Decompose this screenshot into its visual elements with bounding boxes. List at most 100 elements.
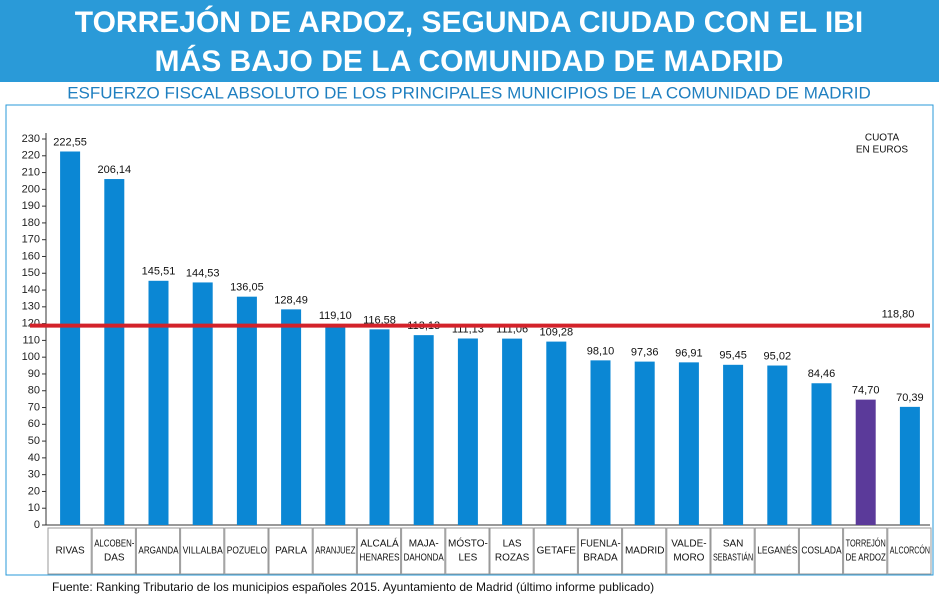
x-tick-label: ALCALÁ	[360, 537, 399, 550]
bar	[148, 280, 169, 525]
y-tick-label: 10	[28, 502, 40, 514]
header-band	[0, 0, 939, 82]
x-tick-label: MÓSTO-	[448, 537, 488, 550]
x-tick-label: BRADA	[583, 553, 618, 564]
y-tick-label: 220	[22, 150, 40, 162]
category-box	[754, 527, 799, 575]
value-label: 74,70	[852, 385, 880, 397]
x-tick-label: LAS	[503, 539, 522, 550]
x-tick-label: SEBASTIÁN	[713, 551, 753, 564]
category-box	[312, 527, 357, 575]
unit-label: EN EUROS	[856, 145, 909, 156]
x-tick-label: ARGANDA	[138, 546, 178, 557]
bar	[634, 361, 655, 525]
unit-label: CUOTA	[865, 133, 900, 144]
subtitle: ESFUERZO FISCAL ABSOLUTO DE LOS PRINCIPA…	[67, 83, 871, 102]
category-box	[401, 527, 446, 575]
x-tick-label: LEGANÉS	[757, 544, 797, 557]
bar	[60, 151, 81, 525]
category-box	[91, 527, 136, 575]
x-tick-label: TORREJÓN	[846, 537, 886, 550]
y-tick-label: 50	[28, 435, 40, 447]
x-tick-label: MORO	[673, 553, 704, 564]
category-box	[135, 527, 181, 575]
chart-title: TORREJÓN DE ARDOZ, SEGUNDA CIUDAD CON EL…	[75, 5, 863, 39]
x-tick-label: ALCOBEN-	[94, 539, 134, 550]
x-tick-label: ROZAS	[495, 553, 530, 564]
y-tick-label: 20	[28, 485, 40, 497]
x-tick-label: SAN	[723, 539, 744, 550]
y-tick-label: 170	[22, 234, 40, 246]
y-tick-label: 160	[22, 250, 40, 262]
bar	[325, 325, 346, 525]
x-tick-label: PARLA	[275, 546, 307, 557]
category-box	[445, 527, 490, 575]
category-box	[887, 527, 932, 575]
y-tick-label: 60	[28, 418, 40, 430]
category-box	[798, 527, 844, 575]
y-tick-label: 100	[22, 351, 40, 363]
bar	[236, 296, 257, 525]
y-tick-label: 30	[28, 469, 40, 481]
x-tick-label: COSLADA	[801, 546, 841, 557]
category-box	[180, 527, 225, 575]
bar	[723, 364, 744, 525]
category-box	[577, 527, 623, 575]
value-label: 136,05	[230, 282, 264, 294]
x-tick-label: LES	[458, 553, 477, 564]
x-tick-label: FUENLA-	[580, 539, 620, 550]
y-tick-label: 70	[28, 401, 40, 413]
y-tick-label: 200	[22, 183, 40, 195]
bar	[855, 399, 876, 525]
y-tick-label: 90	[28, 368, 40, 380]
y-tick-label: 180	[22, 217, 40, 229]
bar	[502, 338, 523, 525]
y-tick-label: 120	[22, 318, 40, 330]
category-box	[666, 527, 711, 575]
y-tick-label: 150	[22, 267, 40, 279]
category-box	[47, 527, 92, 575]
category-box	[533, 527, 578, 575]
value-label: 97,36	[631, 347, 659, 359]
y-tick-label: 0	[34, 519, 40, 531]
x-tick-label: GETAFE	[537, 546, 577, 557]
category-box	[224, 527, 269, 575]
bar	[192, 282, 213, 525]
value-label: 95,02	[764, 350, 792, 362]
bar	[767, 365, 788, 525]
x-tick-label: POZUELO	[227, 546, 267, 557]
category-box	[489, 527, 534, 575]
category-box	[843, 527, 888, 575]
x-tick-label: MADRID	[625, 546, 664, 557]
bar	[899, 406, 920, 525]
x-tick-label: DAS	[104, 553, 125, 564]
x-tick-label: ALCORCÓN	[890, 544, 930, 557]
bar	[811, 383, 832, 525]
y-tick-label: 110	[22, 334, 40, 346]
frame	[5, 104, 934, 576]
y-tick-label: 210	[22, 166, 40, 178]
value-label: 70,39	[896, 392, 924, 404]
y-tick-label: 80	[28, 385, 40, 397]
source: Fuente: Ranking Tributario de los munici…	[52, 580, 654, 594]
category-box	[710, 527, 755, 575]
value-label: 95,45	[719, 350, 747, 362]
category-box	[356, 527, 402, 575]
y-tick-label: 140	[22, 284, 40, 296]
x-tick-label: DE ARDOZ	[846, 553, 886, 564]
value-label: 128,49	[274, 294, 308, 306]
bar	[104, 179, 125, 525]
value-label: 84,46	[808, 368, 836, 380]
y-tick-label: 190	[22, 200, 40, 212]
x-tick-label: DAHONDA	[404, 553, 444, 564]
reference-label: 118,80	[882, 309, 915, 321]
value-label: 222,55	[53, 136, 87, 148]
x-tick-label: RIVAS	[55, 546, 85, 557]
value-label: 109,28	[539, 327, 573, 339]
value-label: 144,53	[186, 267, 220, 279]
x-tick-label: ARANJUEZ	[315, 546, 355, 557]
bar	[546, 341, 567, 525]
bar	[413, 335, 434, 525]
value-label: 98,10	[587, 345, 615, 357]
